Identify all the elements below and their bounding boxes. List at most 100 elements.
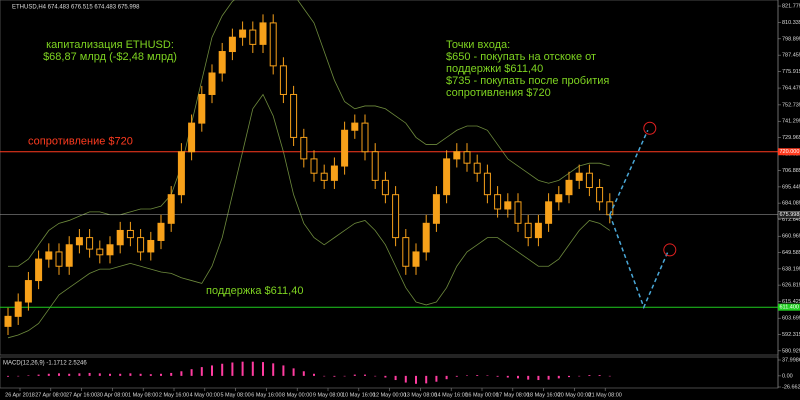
macd-bar <box>68 373 71 376</box>
symbol-header: ETHUSD,H4 674.483 676.515 674.483 675.99… <box>12 5 140 11</box>
y-tick-label: 775.915 <box>782 69 800 75</box>
candle-body <box>218 51 226 74</box>
macd-bar <box>180 371 183 376</box>
band-lower <box>7 93 611 339</box>
macd-bar <box>98 373 101 376</box>
y-tick-label: 592.315 <box>782 332 800 338</box>
level-name: сопротивление $720 <box>28 136 133 148</box>
x-tick-label: 6 May 16:00 <box>251 392 281 398</box>
candle-body <box>45 251 53 260</box>
macd-bar <box>598 375 601 376</box>
macd-bar <box>323 375 326 377</box>
candle-body <box>545 201 553 224</box>
macd-title: MACD(12,26,9) -1.1712 2.5246 <box>3 361 87 367</box>
level-tag <box>778 148 800 156</box>
candle-body <box>157 222 165 241</box>
macd-bar <box>537 375 540 381</box>
macd-bar <box>139 373 142 376</box>
x-tick-label: 12 May 00:00 <box>373 392 406 398</box>
candle-body <box>565 179 573 196</box>
candle-body <box>269 22 277 67</box>
x-tick-label: 1 May 08:00 <box>128 392 158 398</box>
candle-body <box>35 258 43 282</box>
candle-body <box>228 36 236 53</box>
candle-body <box>432 194 440 224</box>
candle-body <box>259 22 267 45</box>
candle-body <box>596 187 604 203</box>
y-tick-label: 672.645 <box>782 217 800 223</box>
macd-bar <box>353 374 356 376</box>
annotation: поддержки $611,40 <box>446 63 543 75</box>
y-tick-label: 810.335 <box>782 20 800 26</box>
macd-bar <box>455 375 458 377</box>
candle-body <box>198 93 206 124</box>
macd-bar <box>262 362 264 376</box>
candle-body <box>55 251 63 267</box>
y-tick-label: 603.695 <box>782 316 800 322</box>
y-tick-label: 695.445 <box>782 184 800 190</box>
y-tick-label: 706.885 <box>782 168 800 174</box>
x-tick-label: 10 May 16:00 <box>342 392 375 398</box>
candle-body <box>106 244 114 256</box>
macd-bar <box>557 375 560 379</box>
annotation: $650 - покупать на отскоке от <box>446 51 596 63</box>
candle-body <box>514 201 522 224</box>
candle-body <box>555 194 563 203</box>
macd-bar <box>58 373 60 376</box>
x-tick-label: 8 May 00:00 <box>282 392 312 398</box>
y-tick-label: 615.425 <box>782 299 800 305</box>
macd-bar <box>17 375 20 377</box>
candle-body <box>177 151 185 196</box>
candle-body <box>126 229 134 239</box>
macd-bar <box>47 373 50 376</box>
y-tick-label: 752.735 <box>782 102 800 108</box>
candle-body <box>402 237 410 267</box>
macd-bar <box>588 375 591 376</box>
candle-body <box>167 194 175 224</box>
candle-body <box>351 122 359 131</box>
macd-bar <box>211 365 213 376</box>
current-price-label: 675.998 <box>780 212 800 218</box>
macd-bar <box>221 363 224 376</box>
candle-body <box>524 222 532 239</box>
candle-body <box>483 172 491 196</box>
macd-bar <box>415 375 417 384</box>
y-tick-label: 764.475 <box>782 86 800 92</box>
candle-body <box>585 172 593 189</box>
x-tick-label: 30 Apr 08:00 <box>97 392 128 398</box>
x-tick-label: 27 Apr 08:00 <box>35 392 66 398</box>
macd-bar <box>517 375 519 379</box>
macd-bar <box>292 368 295 376</box>
x-tick-label: 14 May 16:00 <box>435 392 468 398</box>
y-tick-label: 649.585 <box>782 250 800 256</box>
candle-body <box>422 222 430 253</box>
x-tick-label: 16 May 00:00 <box>465 392 498 398</box>
candle-body <box>473 162 481 174</box>
x-tick-label: 9 May 08:00 <box>313 392 343 398</box>
y-tick-label: 729.965 <box>782 135 800 141</box>
macd-bar <box>608 375 611 377</box>
y-tick-label: 684.085 <box>782 201 800 207</box>
x-tick-label: 26 Apr 2018 <box>5 392 35 398</box>
macd-tick-label: -26.6621 <box>782 384 800 390</box>
macd-bar <box>149 374 152 376</box>
candle-body <box>96 248 104 256</box>
y-tick-label: 626.815 <box>782 283 800 289</box>
x-tick-label: 17 May 08:00 <box>496 392 529 398</box>
macd-bar <box>251 361 254 376</box>
macd-bar <box>466 375 468 376</box>
candle-body <box>371 151 379 181</box>
macd-bar <box>170 372 173 376</box>
macd-frame <box>0 356 779 389</box>
macd-bar <box>302 371 305 376</box>
macd-bar <box>547 375 550 380</box>
macd-bar <box>476 375 479 376</box>
candle-body <box>239 29 247 38</box>
candle-body <box>443 158 451 196</box>
macd-bar <box>486 375 489 376</box>
macd-tick-label: 0.00 <box>782 373 793 379</box>
candle-body <box>504 201 512 210</box>
macd-bar <box>394 375 397 381</box>
macd-bar <box>527 375 530 380</box>
